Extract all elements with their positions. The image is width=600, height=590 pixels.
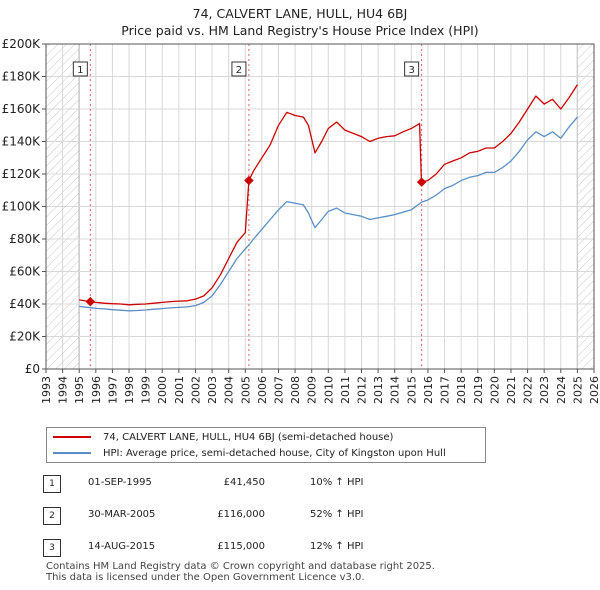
x-tick-label: 2000 bbox=[156, 376, 169, 404]
sale-marker-box bbox=[404, 61, 420, 77]
x-tick-label: 2020 bbox=[488, 376, 501, 404]
x-tick-label: 1996 bbox=[90, 376, 103, 404]
chart-title: 74, CALVERT LANE, HULL, HU4 6BJ bbox=[192, 6, 408, 21]
y-tick-label: £80K bbox=[9, 232, 41, 246]
sale-price: £41,450 bbox=[223, 477, 265, 488]
sale-marker-label: 3 bbox=[408, 65, 414, 76]
sale-price: £116,000 bbox=[217, 509, 265, 520]
sale-hpi-change: 12% ↑ HPI bbox=[310, 541, 364, 552]
x-tick-label: 2016 bbox=[422, 376, 435, 404]
sale-marker-label: 2 bbox=[236, 65, 242, 76]
footer-copyright: Contains HM Land Registry data © Crown c… bbox=[46, 561, 435, 572]
y-tick-label: £200K bbox=[2, 37, 42, 51]
x-tick-label: 2003 bbox=[206, 376, 219, 404]
sale-point bbox=[85, 296, 96, 307]
x-tick-label: 2012 bbox=[356, 376, 369, 404]
footer-licence: This data is licensed under the Open Gov… bbox=[46, 572, 365, 583]
sale-marker-box bbox=[72, 61, 88, 77]
legend-item-property: 74, CALVERT LANE, HULL, HU4 6BJ (semi-de… bbox=[53, 429, 393, 445]
sale-marker-box bbox=[231, 61, 247, 77]
sale-hpi-change: 10% ↑ HPI bbox=[310, 477, 364, 488]
x-tick-label: 1993 bbox=[40, 376, 53, 404]
x-tick-label: 2011 bbox=[339, 376, 352, 404]
y-tick-label: £140K bbox=[2, 135, 42, 149]
hpi-line-swatch bbox=[53, 452, 91, 454]
x-tick-label: 2010 bbox=[322, 376, 335, 404]
y-tick-label: £100K bbox=[2, 200, 42, 214]
sale-number-badge: 1 bbox=[43, 475, 61, 493]
x-tick-label: 2004 bbox=[223, 376, 236, 404]
sale-date: 01-SEP-1995 bbox=[88, 477, 152, 488]
x-tick-label: 1997 bbox=[106, 376, 119, 404]
y-tick-label: £180K bbox=[2, 70, 42, 84]
sale-point bbox=[244, 175, 254, 186]
x-tick-label: 1999 bbox=[140, 376, 153, 404]
x-tick-label: 2009 bbox=[306, 376, 319, 404]
sale-date: 14-AUG-2015 bbox=[88, 541, 156, 552]
x-tick-label: 2005 bbox=[239, 376, 252, 404]
x-tick-label: 2002 bbox=[189, 376, 202, 404]
y-tick-label: £120K bbox=[2, 167, 42, 181]
x-tick-label: 2018 bbox=[455, 376, 468, 404]
sale-row: 2 30-MAR-2005 £116,000 52% ↑ HPI bbox=[40, 504, 560, 525]
x-tick-label: 2014 bbox=[389, 376, 402, 404]
sale-date: 30-MAR-2005 bbox=[88, 509, 156, 520]
legend: 74, CALVERT LANE, HULL, HU4 6BJ (semi-de… bbox=[46, 427, 486, 463]
x-tick-label: 2022 bbox=[522, 376, 535, 404]
sale-row: 3 14-AUG-2015 £115,000 12% ↑ HPI bbox=[40, 536, 560, 557]
price-chart: 1 2 3 £0 £20K £40K £60K £80K £100K £120K £140K £16… bbox=[2, 37, 600, 404]
legend-label-property: 74, CALVERT LANE, HULL, HU4 6BJ (semi-de… bbox=[103, 431, 394, 443]
x-tick-label: 2019 bbox=[472, 376, 485, 404]
sale-number-badge: 3 bbox=[43, 539, 61, 557]
sale-hpi-change: 52% ↑ HPI bbox=[310, 509, 364, 520]
x-tick-label: 2007 bbox=[272, 376, 285, 404]
x-tick-label: 1995 bbox=[73, 376, 86, 404]
chart-subtitle: Price paid vs. HM Land Registry's House … bbox=[121, 23, 479, 38]
x-tick-label: 2006 bbox=[256, 376, 269, 404]
sale-marker-label: 1 bbox=[77, 65, 83, 76]
x-tick-label: 2023 bbox=[538, 376, 551, 404]
sale-number-badge: 2 bbox=[43, 507, 61, 525]
sale-row: 1 01-SEP-1995 £41,450 10% ↑ HPI bbox=[40, 472, 560, 493]
y-tick-label: £0 bbox=[25, 362, 40, 376]
sale-price: £115,000 bbox=[217, 541, 265, 552]
property-price-line bbox=[79, 84, 578, 306]
footer: Contains HM Land Registry data © Crown c… bbox=[46, 561, 435, 583]
x-tick-label: 2017 bbox=[439, 376, 452, 404]
x-tick-label: 2008 bbox=[289, 376, 302, 404]
legend-label-hpi: HPI: Average price, semi-detached house,… bbox=[103, 447, 446, 459]
legend-item-hpi: HPI: Average price, semi-detached house,… bbox=[53, 445, 446, 461]
x-tick-label: 1994 bbox=[57, 376, 70, 404]
y-tick-label: £20K bbox=[9, 330, 41, 344]
x-tick-label: 2001 bbox=[173, 376, 186, 404]
x-tick-label: 2013 bbox=[372, 376, 385, 404]
property-line-swatch bbox=[53, 436, 91, 438]
y-tick-label: £60K bbox=[9, 265, 41, 279]
y-tick-label: £40K bbox=[9, 297, 41, 311]
hpi-line bbox=[79, 116, 578, 312]
x-tick-label: 1998 bbox=[123, 376, 136, 404]
x-tick-label: 2024 bbox=[555, 376, 568, 404]
x-tick-label: 2015 bbox=[405, 376, 418, 404]
sale-point bbox=[416, 177, 427, 187]
x-tick-label: 2026 bbox=[588, 376, 600, 404]
y-tick-label: £160K bbox=[2, 102, 42, 116]
x-tick-label: 2021 bbox=[505, 376, 518, 404]
x-tick-label: 2025 bbox=[571, 376, 584, 404]
